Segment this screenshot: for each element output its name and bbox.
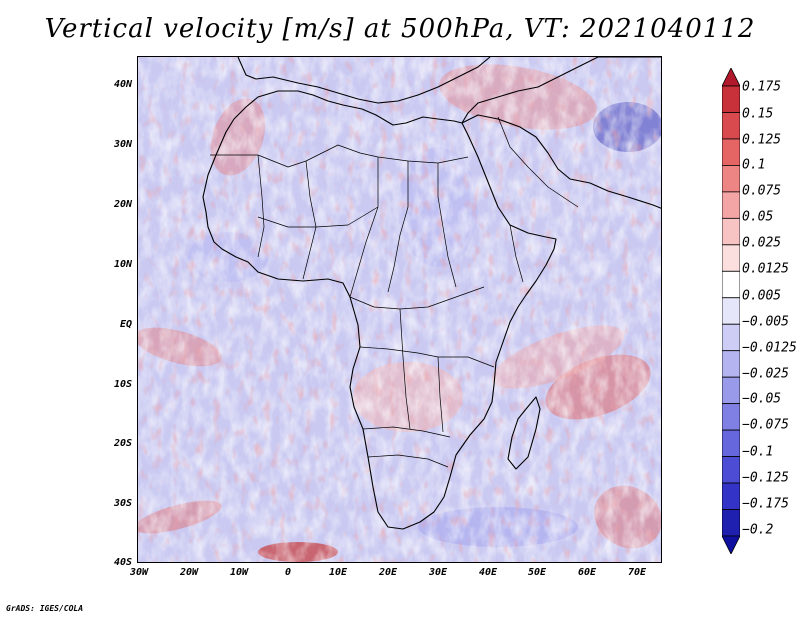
madagascar-coastline <box>507 396 541 470</box>
colorbar-box <box>722 270 740 299</box>
grads-credit: GrADS: IGES/COLA <box>6 604 84 613</box>
colorbar-label: −0.2 <box>742 522 774 538</box>
x-tick-label: 0 <box>284 567 292 578</box>
colorbar-box <box>722 112 740 140</box>
colorbar-label: −0.175 <box>742 496 789 512</box>
x-tick-label: 40E <box>478 567 498 578</box>
colorbar-label: −0.075 <box>742 417 789 433</box>
colorbar-label: 0.175 <box>742 79 782 95</box>
country-borders <box>210 116 579 468</box>
x-tick-label: 20W <box>179 567 199 578</box>
colorbar-label: 0.075 <box>742 183 782 199</box>
x-tick-label: 10W <box>229 567 249 578</box>
colorbar-label: 0.005 <box>742 288 782 304</box>
x-tick-label: 50E <box>527 567 547 578</box>
x-tick-label: 30W <box>129 567 149 578</box>
colorbar-box <box>722 482 740 510</box>
colorbar-label: −0.025 <box>742 366 789 382</box>
colorbar-label: 0.125 <box>742 132 782 148</box>
colorbar-label: 0.05 <box>742 209 774 225</box>
y-tick-label: 10S <box>113 379 132 390</box>
map-frame <box>137 56 662 563</box>
colorbar-box <box>722 350 740 378</box>
arabia-coastline <box>461 57 661 209</box>
y-tick-label: EQ <box>119 319 132 330</box>
coastlines <box>202 57 661 530</box>
colorbar-label: 0.15 <box>742 106 774 122</box>
colorbar-box <box>722 535 740 554</box>
africa-coastline <box>202 90 557 530</box>
colorbar-box <box>722 509 740 537</box>
vertical-velocity-map <box>138 57 661 562</box>
y-tick-label: 40S <box>113 557 132 568</box>
colorbar-label: 0.025 <box>742 235 782 251</box>
x-tick-label: 20E <box>378 567 398 578</box>
x-tick-label: 60E <box>577 567 597 578</box>
colorbar-box <box>722 297 740 325</box>
x-tick-label: 10E <box>328 567 348 578</box>
colorbar-label: −0.125 <box>742 470 789 486</box>
x-tick-label: 30E <box>428 567 448 578</box>
y-tick-label: 20N <box>113 199 132 210</box>
x-tick-label: 70E <box>627 567 647 578</box>
colorbar-box <box>722 165 740 193</box>
colorbar-box <box>722 217 740 246</box>
colorbar-label: −0.05 <box>742 391 782 407</box>
europe-coastline <box>237 57 491 104</box>
colorbar-label: −0.0125 <box>742 340 797 356</box>
colorbar-label: −0.1 <box>742 444 774 460</box>
colorbar-box <box>722 68 740 87</box>
colorbar-box <box>722 85 740 113</box>
y-tick-label: 10N <box>113 259 132 270</box>
colorbar-label: 0.1 <box>742 157 766 173</box>
colorbar-box <box>722 403 740 431</box>
noise-red-texture <box>138 57 661 562</box>
map-title: Vertical velocity [m/s] at 500hPa, VT: 2… <box>44 14 756 44</box>
colorbar-box <box>722 244 740 272</box>
y-tick-label: 30N <box>113 139 132 150</box>
colorbar-label: −0.005 <box>742 314 789 330</box>
colorbar-box <box>722 138 740 166</box>
colorbar-box <box>722 191 740 219</box>
colorbar-box <box>722 456 740 484</box>
colorbar <box>722 68 740 554</box>
colorbar-box <box>722 429 740 457</box>
y-tick-label: 20S <box>113 438 132 449</box>
colorbar-box <box>722 376 740 405</box>
y-tick-label: 40N <box>113 79 132 90</box>
colorbar-label: 0.0125 <box>742 261 789 277</box>
y-tick-label: 30S <box>113 498 132 509</box>
colorbar-box <box>722 323 740 352</box>
